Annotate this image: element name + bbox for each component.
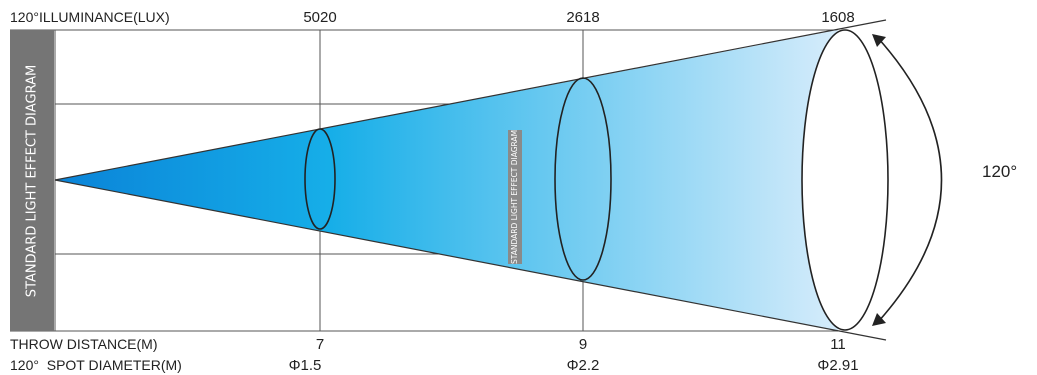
throw-distance-value-3: 11 xyxy=(830,336,846,353)
illuminance-value-3: 1608 xyxy=(821,9,854,26)
illuminance-label: 120°ILLUMINANCE(LUX) xyxy=(10,9,170,25)
side-panel-label: STANDARD LIGHT EFFECT DIAGRAM xyxy=(25,65,40,297)
spot-ellipse-3 xyxy=(801,29,889,331)
side-panel xyxy=(10,30,54,331)
illuminance-value-2: 2618 xyxy=(566,9,599,26)
spot-ellipse-1 xyxy=(304,128,336,230)
illuminance-value-1: 5020 xyxy=(303,9,336,26)
beam-angle-label: 120° xyxy=(982,162,1017,181)
light-beam-cone xyxy=(55,30,838,331)
beam-angle-arrow xyxy=(872,34,943,326)
spot-diameter-value-1: Φ1.5 xyxy=(289,357,322,374)
throw-distance-value-2: 9 xyxy=(579,336,587,353)
center-tag xyxy=(508,130,522,264)
spot-diameter-value-3: Φ2.91 xyxy=(817,357,858,374)
center-tag-label: STANDARD LIGHT EFFECT DIAGRAM xyxy=(510,130,519,264)
throw-distance-value-1: 7 xyxy=(316,336,324,353)
beam-edges xyxy=(54,19,887,341)
spot-diameter-label: 120° SPOT DIAMETER(M) xyxy=(10,357,182,373)
throw-distance-label: THROW DISTANCE(M) xyxy=(10,336,158,352)
spot-diameter-value-2: Φ2.2 xyxy=(567,357,600,374)
spot-ellipse-2 xyxy=(554,77,612,281)
